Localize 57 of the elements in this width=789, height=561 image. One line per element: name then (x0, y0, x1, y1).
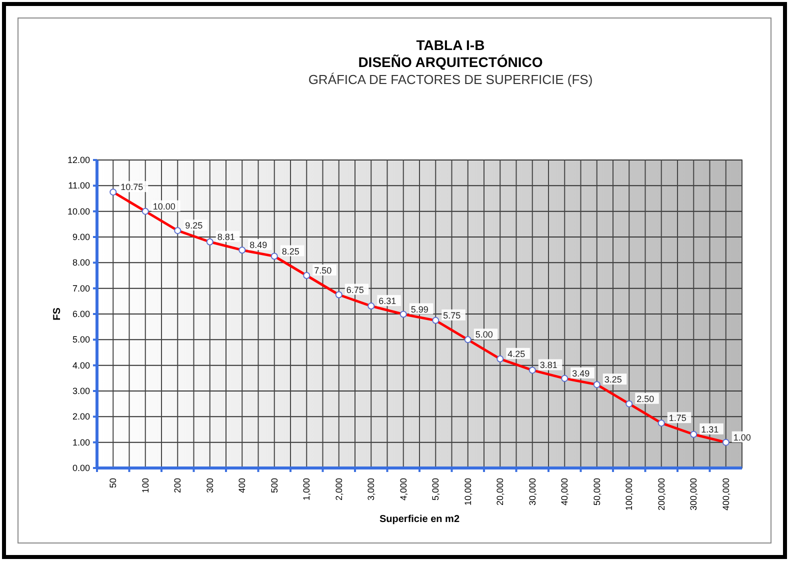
data-label: 7.50 (314, 266, 332, 276)
y-tick-label: 5.00 (72, 334, 90, 345)
y-tick-label: 11.00 (68, 180, 90, 191)
y-tick-label: 0.00 (72, 463, 90, 473)
data-label: 8.49 (250, 240, 268, 250)
y-tick-label: 10.00 (67, 206, 90, 216)
x-tick-label: 3,000 (366, 478, 376, 501)
data-label: 3.49 (572, 368, 590, 378)
x-tick-label: 4,000 (398, 478, 408, 501)
data-label: 5.99 (410, 304, 428, 314)
data-label: 6.75 (346, 284, 364, 295)
x-tick-label: 20,000 (495, 478, 506, 506)
data-label: 4.25 (508, 348, 526, 359)
data-label: 10.00 (152, 201, 176, 212)
data-label: 6.31 (378, 296, 396, 306)
y-tick-label: 1.00 (72, 437, 90, 448)
data-label: 9.25 (185, 220, 203, 231)
data-label: 1.00 (733, 432, 751, 442)
x-tick-label: 40,000 (560, 478, 570, 506)
data-label: 1.75 (668, 413, 686, 424)
x-tick-label: 200 (172, 478, 183, 494)
data-label: 8.25 (282, 246, 300, 256)
x-tick-label: 10,000 (462, 478, 473, 506)
data-label: 1.31 (701, 424, 719, 434)
x-tick-label: 300 (204, 478, 215, 494)
chart-subtitle: GRÁFICA DE FACTORES DE SUPERFICIE (FS) (308, 72, 593, 87)
x-tick-label: 2,000 (334, 478, 344, 501)
data-label: 3.81 (540, 360, 558, 370)
chart-title: TABLA I-B DISEÑO ARQUITECTÓNICO (358, 37, 543, 70)
data-label: 3.25 (604, 374, 622, 385)
x-tick-label: 1,000 (302, 478, 312, 501)
data-label: 10.75 (120, 182, 144, 192)
data-label: 2.50 (636, 394, 654, 404)
x-tick-label: 400 (237, 478, 248, 494)
y-tick-label: 4.00 (72, 360, 90, 370)
x-axis-title: Superficie en m2 (379, 514, 460, 525)
data-label: 8.81 (217, 232, 235, 242)
y-tick-label: 9.00 (72, 232, 90, 242)
y-tick-label: 7.00 (72, 283, 90, 294)
x-tick-label: 200,000 (656, 478, 666, 511)
y-tick-label: 2.00 (72, 412, 90, 422)
x-tick-label: 100 (140, 478, 150, 494)
x-tick-label: 300,000 (688, 478, 699, 511)
x-tick-label: 400,000 (720, 478, 731, 511)
x-tick-label: 50 (108, 478, 118, 488)
y-tick-label: 3.00 (72, 386, 90, 396)
x-tick-label: 30,000 (527, 478, 538, 506)
y-tick-label: 12.00 (67, 155, 90, 165)
y-tick-label: 8.00 (72, 258, 90, 268)
data-label: 5.00 (475, 330, 493, 340)
y-axis-title: FS (52, 307, 63, 320)
y-tick-label: 6.00 (72, 309, 90, 319)
x-tick-label: 5,000 (430, 478, 441, 501)
x-tick-label: 100,000 (624, 478, 634, 511)
x-tick-label: 50,000 (592, 478, 602, 506)
data-label: 5.75 (443, 310, 461, 320)
x-tick-label: 500 (269, 478, 280, 494)
